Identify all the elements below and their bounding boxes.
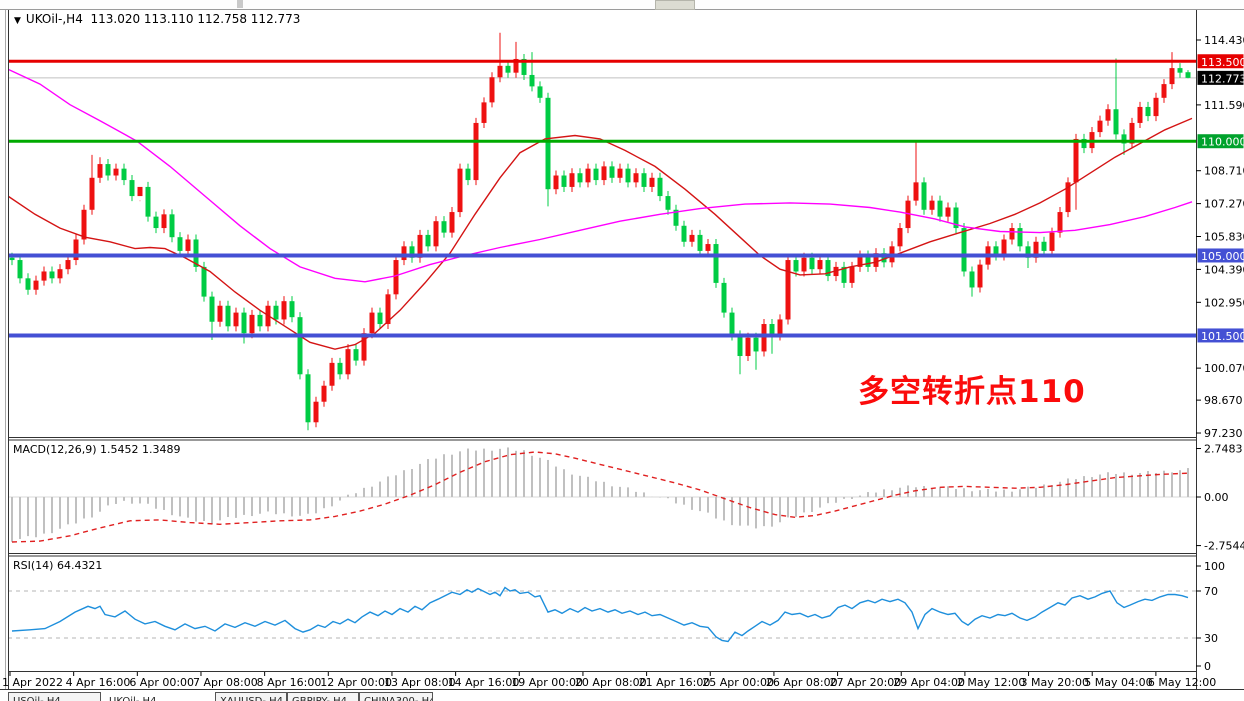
time-tick-label: 3 May 20:00 (1021, 676, 1089, 689)
chart-title: ▼ UKOil-,H4 113.020 113.110 112.758 112.7… (14, 12, 300, 26)
price-tick-label: 114.430 (1204, 34, 1244, 47)
svg-text:101.500: 101.500 (1201, 330, 1244, 343)
time-scale[interactable]: 1 Apr 2022 4 Apr 16:006 Apr 00:007 Apr 08… (2, 672, 1216, 689)
panel-borders (0, 9, 1244, 690)
ma-fast-line (8, 117, 1193, 350)
rsi-panel[interactable] (8, 586, 1196, 643)
time-tick-label: 25 Apr 00:00 (702, 676, 774, 689)
chart-tab-5[interactable]: CHINA300-,H4 (359, 692, 433, 701)
price-badge-105.000: 105.000 (1197, 248, 1244, 263)
macd-axis-label: 2.7483 (1204, 443, 1243, 456)
toolbar-divider (237, 0, 243, 8)
chart-tab-bar[interactable]: USOil-,H4UKOil-,H4 XAUUSD-,H4GBPJPY-,H4CH… (0, 691, 1244, 701)
time-tick-label: 29 Apr 04:00 (893, 676, 965, 689)
chart-tab-1[interactable]: USOil-,H4 (8, 692, 101, 701)
macd-axis-label: -2.7544 (1204, 540, 1244, 553)
price-tick-label: 97.230 (1204, 427, 1243, 440)
price-tick-label: 107.270 (1204, 198, 1244, 211)
time-tick-label: 19 Apr 00:00 (511, 676, 583, 689)
text-annotation: 多空转折点110 (858, 374, 1086, 410)
price-badge-112.773: 112.773 (1197, 70, 1244, 85)
symbol-period-label: UKOil-,H4 (25, 12, 83, 26)
rsi-line (11, 586, 1189, 643)
price-scale[interactable]: 114.430 111.590 108.710 107.270 105.830 104.3… (1196, 34, 1244, 673)
time-tick-label: 21 Apr 16:00 (639, 676, 711, 689)
rsi-indicator-label: RSI(14) 64.4321 (13, 559, 103, 572)
macd-indicator-label: MACD(12,26,9) 1.5452 1.3489 (13, 443, 181, 456)
svg-text:110.000: 110.000 (1201, 136, 1244, 149)
macd-signal-line (11, 451, 1189, 543)
macd-panel[interactable] (8, 447, 1196, 543)
price-tick-label: 102.950 (1204, 296, 1244, 309)
price-tick-label: 104.390 (1204, 263, 1244, 276)
toolbar-button-partial[interactable] (655, 0, 695, 10)
time-tick-label: 7 Apr 08:00 (193, 676, 258, 689)
price-badge-110.000: 110.000 (1197, 134, 1244, 149)
rsi-axis-label: 0 (1204, 660, 1211, 673)
time-tick-label: 6 May 12:00 (1148, 676, 1216, 689)
price-tick-label: 111.590 (1204, 99, 1244, 112)
svg-text:105.000: 105.000 (1201, 250, 1244, 263)
chevron-down-icon[interactable]: ▼ (14, 16, 21, 26)
time-tick-label: 27 Apr 20:00 (830, 676, 902, 689)
time-tick-label: 13 Apr 08:00 (384, 676, 456, 689)
ma-slow-line (8, 68, 1193, 283)
price-badge-101.500: 101.500 (1197, 328, 1244, 343)
time-tick-label: 8 Apr 16:00 (257, 676, 322, 689)
time-tick-label: 5 May 04:00 (1084, 676, 1152, 689)
price-tick-label: 100.070 (1204, 362, 1244, 375)
macd-axis-label: 0.00 (1204, 491, 1229, 504)
rsi-axis-label: 100 (1204, 560, 1225, 573)
svg-text:112.773: 112.773 (1201, 72, 1244, 85)
main-price-panel[interactable] (8, 32, 1196, 431)
rsi-axis-label: 70 (1204, 585, 1218, 598)
time-tick-label: 4 Apr 16:00 (66, 676, 131, 689)
ohlc-quotes: 113.020 113.110 112.758 112.773 (90, 12, 301, 26)
time-tick-label: 26 Apr 08:00 (766, 676, 838, 689)
price-tick-label: 98.670 (1204, 394, 1243, 407)
chart-tab-2[interactable]: UKOil-,H4 (104, 692, 202, 701)
chart-tab-4[interactable]: GBPJPY-,H4 (287, 692, 359, 701)
time-tick-label: 12 Apr 00:00 (320, 676, 392, 689)
time-tick-label: 20 Apr 08:00 (575, 676, 647, 689)
time-tick-label: 1 Apr 2022 (2, 676, 63, 689)
chart-tab-3[interactable]: XAUUSD-,H4 (215, 692, 287, 701)
price-badge-113.500: 113.500 (1197, 54, 1244, 69)
rsi-axis-label: 30 (1204, 632, 1218, 645)
time-tick-label: 6 Apr 00:00 (129, 676, 194, 689)
svg-text:113.500: 113.500 (1201, 56, 1244, 69)
candlesticks (9, 32, 1191, 431)
price-tick-label: 108.710 (1204, 165, 1244, 178)
time-tick-label: 2 May 12:00 (957, 676, 1025, 689)
price-tick-label: 105.830 (1204, 231, 1244, 244)
time-tick-label: 14 Apr 16:00 (448, 676, 520, 689)
top-toolbar-strip (0, 0, 1244, 10)
